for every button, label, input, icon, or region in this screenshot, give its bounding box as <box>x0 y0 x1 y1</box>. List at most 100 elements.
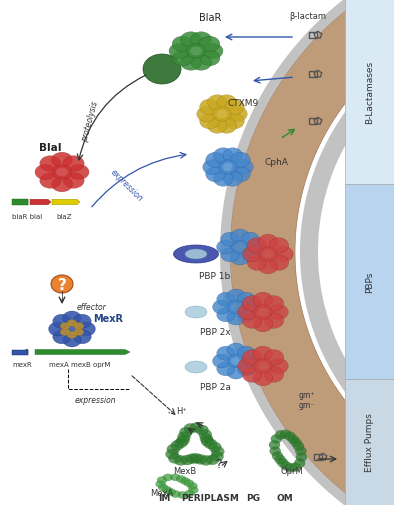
Text: expression: expression <box>109 168 145 204</box>
Text: MexR: MexR <box>93 314 123 323</box>
Ellipse shape <box>221 248 239 262</box>
Ellipse shape <box>242 296 262 312</box>
Text: Efflux Pumps: Efflux Pumps <box>365 413 374 472</box>
Ellipse shape <box>284 432 296 441</box>
Ellipse shape <box>269 238 289 254</box>
Ellipse shape <box>258 259 278 274</box>
Ellipse shape <box>275 455 286 464</box>
Ellipse shape <box>188 483 197 489</box>
Text: gm⁺: gm⁺ <box>299 390 315 399</box>
Ellipse shape <box>241 355 259 368</box>
Ellipse shape <box>254 359 272 373</box>
Text: MexA: MexA <box>151 488 174 497</box>
Ellipse shape <box>52 166 72 180</box>
Ellipse shape <box>185 361 207 373</box>
Ellipse shape <box>201 437 214 447</box>
Ellipse shape <box>290 438 301 447</box>
Ellipse shape <box>176 476 186 483</box>
Ellipse shape <box>190 423 203 433</box>
Ellipse shape <box>184 490 195 497</box>
Ellipse shape <box>48 322 67 336</box>
Ellipse shape <box>280 430 291 439</box>
Ellipse shape <box>264 367 284 382</box>
Text: mexA mexB oprM: mexA mexB oprM <box>49 361 111 367</box>
Ellipse shape <box>199 430 212 439</box>
Ellipse shape <box>203 160 222 175</box>
Text: β-lactam: β-lactam <box>290 12 327 21</box>
Ellipse shape <box>241 233 259 247</box>
Ellipse shape <box>241 248 259 262</box>
Text: OM: OM <box>277 493 294 502</box>
Ellipse shape <box>200 114 219 130</box>
Ellipse shape <box>208 119 227 134</box>
FancyArrow shape <box>30 200 51 206</box>
Ellipse shape <box>52 153 72 168</box>
Ellipse shape <box>67 332 77 339</box>
Bar <box>12 200 28 206</box>
Text: CphA: CphA <box>265 157 289 166</box>
Ellipse shape <box>217 95 236 111</box>
Text: MexB: MexB <box>173 467 197 476</box>
Ellipse shape <box>165 449 178 459</box>
Ellipse shape <box>259 247 277 262</box>
Ellipse shape <box>223 148 243 164</box>
Ellipse shape <box>171 490 180 497</box>
Ellipse shape <box>230 167 250 182</box>
Ellipse shape <box>184 424 197 433</box>
Ellipse shape <box>269 440 280 449</box>
Ellipse shape <box>242 367 262 382</box>
Bar <box>12 350 28 355</box>
Ellipse shape <box>178 432 191 442</box>
Ellipse shape <box>200 100 219 115</box>
Ellipse shape <box>180 56 201 71</box>
Ellipse shape <box>296 453 307 462</box>
Text: ?: ? <box>215 458 221 471</box>
Text: PBPs: PBPs <box>365 271 374 292</box>
Ellipse shape <box>253 317 273 332</box>
Ellipse shape <box>190 453 203 463</box>
Text: BlaR: BlaR <box>199 13 221 23</box>
Ellipse shape <box>254 305 272 320</box>
Ellipse shape <box>167 444 180 454</box>
Text: PBP 2a: PBP 2a <box>200 382 230 391</box>
Ellipse shape <box>272 451 283 461</box>
Ellipse shape <box>63 174 84 189</box>
Ellipse shape <box>281 462 292 470</box>
Ellipse shape <box>273 247 293 262</box>
Ellipse shape <box>157 477 167 484</box>
Ellipse shape <box>40 174 61 189</box>
Ellipse shape <box>168 453 181 464</box>
Text: PERIPLASM: PERIPLASM <box>181 493 239 502</box>
Text: IM: IM <box>158 493 170 502</box>
Text: PBP 2x: PBP 2x <box>200 327 230 336</box>
Text: proteolysis: proteolysis <box>80 100 100 143</box>
Ellipse shape <box>264 350 284 366</box>
Ellipse shape <box>35 165 56 180</box>
Ellipse shape <box>199 456 212 466</box>
Ellipse shape <box>214 172 233 187</box>
Ellipse shape <box>63 323 80 336</box>
Ellipse shape <box>158 484 168 491</box>
Ellipse shape <box>156 481 165 488</box>
Bar <box>345 0 394 185</box>
Ellipse shape <box>67 320 77 327</box>
Ellipse shape <box>206 153 225 168</box>
Ellipse shape <box>73 315 91 329</box>
Ellipse shape <box>247 238 267 254</box>
Ellipse shape <box>53 315 71 329</box>
Ellipse shape <box>237 292 255 307</box>
Ellipse shape <box>277 458 288 467</box>
Ellipse shape <box>185 249 207 260</box>
Ellipse shape <box>208 95 227 111</box>
Ellipse shape <box>213 108 231 122</box>
Ellipse shape <box>245 240 264 255</box>
Ellipse shape <box>225 100 244 115</box>
Ellipse shape <box>247 256 267 271</box>
Ellipse shape <box>285 464 296 472</box>
Ellipse shape <box>172 37 193 53</box>
FancyArrow shape <box>52 200 80 206</box>
Ellipse shape <box>180 455 193 465</box>
Ellipse shape <box>51 275 73 293</box>
Ellipse shape <box>227 343 245 358</box>
Text: blaZ: blaZ <box>56 214 72 220</box>
